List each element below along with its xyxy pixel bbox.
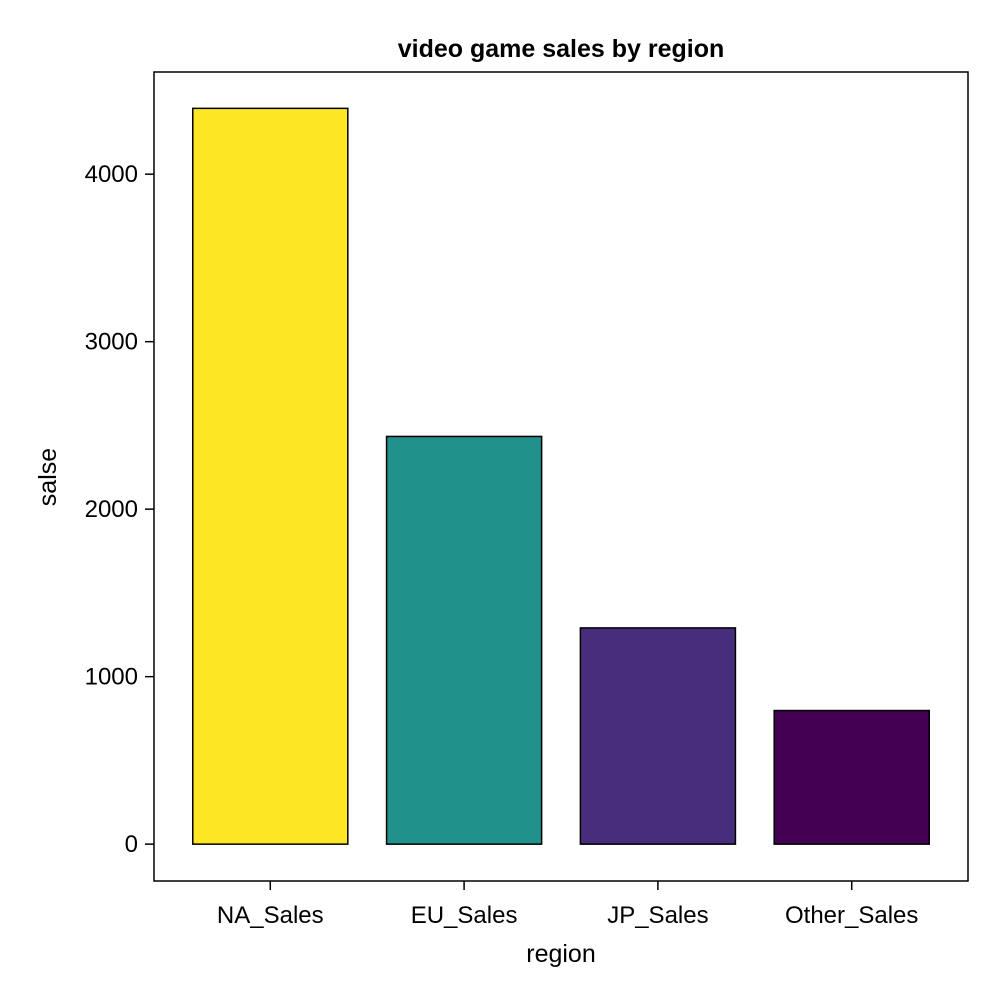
bars-layer bbox=[192, 107, 930, 845]
y-tick-label: 2000 bbox=[85, 496, 138, 523]
bar-jp-sales bbox=[579, 627, 737, 845]
x-tick-label: JP_Sales bbox=[607, 902, 708, 929]
x-axis-ticks: NA_Sales EU_Sales JP_Sales Other_Sales bbox=[217, 881, 918, 929]
y-tick-label: 1000 bbox=[85, 664, 138, 691]
y-tick-label: 3000 bbox=[85, 329, 138, 356]
x-tick-label: NA_Sales bbox=[217, 902, 324, 929]
x-tick-label: EU_Sales bbox=[411, 902, 518, 929]
bar-eu-sales bbox=[385, 435, 543, 845]
bar-na-sales bbox=[192, 107, 349, 845]
x-axis-label: region bbox=[526, 940, 596, 968]
y-tick-label: 0 bbox=[125, 831, 138, 858]
y-tick-label: 4000 bbox=[85, 161, 138, 188]
bar-other-sales bbox=[773, 709, 930, 845]
chart-title: video game sales by region bbox=[398, 35, 725, 63]
y-axis-label: salse bbox=[34, 448, 62, 506]
y-axis-ticks: 0 1000 2000 3000 4000 bbox=[85, 161, 154, 858]
x-tick-label: Other_Sales bbox=[785, 902, 918, 929]
plot-frame bbox=[153, 71, 969, 882]
